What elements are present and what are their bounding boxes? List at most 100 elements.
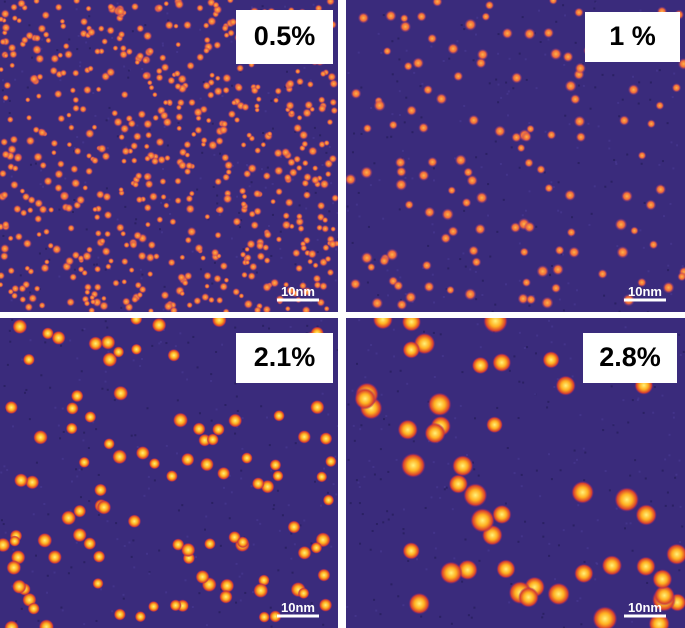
particle (97, 144, 107, 154)
particle (130, 343, 143, 355)
noise (613, 158, 616, 161)
particle (93, 265, 102, 273)
noise (153, 479, 156, 482)
noise (69, 509, 72, 512)
noise (148, 572, 151, 575)
noise (299, 231, 302, 234)
noise (71, 211, 74, 214)
particle (27, 195, 36, 205)
particle (543, 27, 554, 39)
particle (220, 120, 229, 128)
particle (188, 98, 196, 107)
noise (336, 211, 338, 214)
noise (124, 205, 127, 208)
particle (134, 281, 142, 289)
particle (272, 97, 280, 104)
particle (59, 18, 66, 25)
noise (640, 162, 643, 165)
noise (674, 476, 677, 479)
noise (430, 496, 433, 499)
particle (88, 307, 96, 312)
noise (572, 524, 575, 527)
particle (174, 0, 185, 10)
particle (50, 149, 57, 156)
noise (370, 107, 373, 110)
particle (0, 537, 11, 553)
noise (298, 204, 301, 207)
particle (206, 16, 217, 27)
noise (160, 231, 163, 234)
particle (118, 186, 125, 193)
particle (350, 88, 362, 99)
noise (215, 408, 218, 411)
noise (316, 238, 319, 241)
particle (0, 38, 7, 46)
noise (432, 167, 435, 170)
particle (79, 17, 89, 26)
noise (29, 291, 32, 294)
particle (204, 213, 211, 220)
noise (228, 517, 231, 520)
particle (150, 157, 160, 166)
particle (213, 86, 223, 96)
noise (3, 100, 6, 103)
particle (463, 167, 474, 178)
noise (443, 485, 446, 488)
noise (240, 469, 243, 472)
particle (238, 187, 247, 195)
noise (544, 53, 547, 56)
noise (159, 340, 162, 343)
noise (562, 626, 565, 628)
noise (250, 181, 253, 184)
particle (19, 188, 26, 195)
particle (72, 104, 80, 113)
particle (524, 158, 534, 168)
noise (191, 606, 194, 609)
noise (395, 458, 398, 461)
particle (295, 264, 304, 273)
particle (49, 66, 58, 76)
noise (10, 175, 13, 178)
noise (236, 161, 239, 164)
particle (144, 131, 153, 139)
noise (528, 190, 531, 193)
particle (655, 183, 667, 195)
particle (167, 348, 181, 362)
particle (496, 559, 516, 579)
particle (2, 94, 9, 102)
particle (7, 235, 14, 242)
particle (175, 41, 182, 48)
particle (120, 257, 129, 266)
noise (104, 380, 107, 383)
label-box (583, 333, 677, 383)
particle (412, 57, 424, 69)
noise (116, 2, 119, 5)
noise (241, 572, 244, 575)
noise (510, 582, 513, 585)
noise (299, 524, 302, 527)
particle (326, 268, 335, 277)
noise (360, 424, 363, 427)
noise (557, 544, 560, 547)
noise (473, 468, 476, 471)
noise (359, 428, 362, 431)
particle (592, 606, 618, 628)
particle (546, 130, 557, 140)
noise (213, 153, 216, 156)
particle (132, 181, 140, 189)
noise (161, 44, 164, 47)
noise (246, 164, 249, 167)
particle (573, 115, 586, 128)
particle (202, 81, 212, 91)
noise (320, 504, 323, 507)
noise (459, 120, 462, 123)
noise (165, 591, 168, 594)
particle (34, 214, 43, 224)
particle (614, 487, 640, 512)
particle (439, 561, 463, 585)
particle (321, 224, 330, 233)
noise (203, 528, 206, 531)
noise (631, 549, 634, 552)
noise (594, 578, 597, 581)
noise (405, 96, 408, 99)
